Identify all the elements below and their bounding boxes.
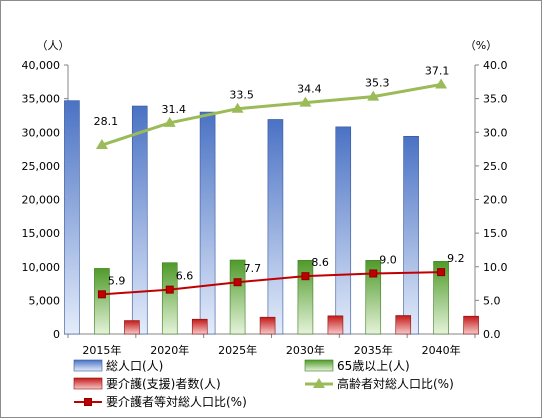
care-ratio-marker <box>97 290 106 299</box>
left-tick-label: 20,000 <box>22 194 61 207</box>
legend-label: 高齢者対総人口比(%) <box>337 376 454 391</box>
legend-label: 総人口(人) <box>106 359 163 373</box>
legend-label: 65歳以上(人) <box>337 359 410 373</box>
left-tick-label: 0 <box>53 328 60 341</box>
right-tick-label: 10.0 <box>483 261 508 274</box>
legend-marker-aged-ratio <box>313 378 325 388</box>
aged-ratio-marker <box>95 139 108 150</box>
left-tick-label: 25,000 <box>22 160 61 173</box>
x-tick-label: 2015年 <box>82 343 121 357</box>
left-tick-label: 15,000 <box>22 227 61 240</box>
left-tick-label: 40,000 <box>22 59 61 72</box>
care-ratio-marker <box>437 268 446 277</box>
aged-ratio-data-label: 28.1 <box>94 115 119 128</box>
bar-population <box>64 100 80 335</box>
bar-aged65 <box>297 260 314 335</box>
left-tick-label: 35,000 <box>22 93 61 106</box>
legend-swatch-care <box>73 377 103 390</box>
aged-ratio-marker <box>299 96 312 107</box>
right-tick-label: 25.0 <box>483 160 508 173</box>
bar-population <box>199 111 216 335</box>
care-ratio-marker <box>233 278 242 287</box>
right-tick-label: 40.0 <box>483 59 508 72</box>
care-ratio-marker <box>165 285 174 294</box>
x-tick-label: 2035年 <box>354 343 393 357</box>
care-ratio-marker <box>301 272 310 281</box>
right-axis-unit: （%） <box>465 39 497 52</box>
bar-care <box>327 315 344 335</box>
aged-ratio-data-label: 35.3 <box>365 77 390 90</box>
bar-care <box>191 318 208 335</box>
aged-ratio-marker <box>163 116 176 127</box>
care-ratio-data-label: 6.6 <box>176 270 194 283</box>
bar-population <box>267 119 284 335</box>
aged-ratio-line <box>101 83 442 147</box>
x-tick-label: 2030年 <box>286 343 325 357</box>
aged-ratio-marker <box>231 102 244 113</box>
legend-swatch-aged65 <box>304 359 334 372</box>
x-tick-label: 2040年 <box>422 343 461 357</box>
left-tick-label: 10,000 <box>22 261 61 274</box>
right-tick-label: 5.0 <box>483 294 501 307</box>
bar-care <box>463 315 479 335</box>
x-tick-label: 2020年 <box>150 343 189 357</box>
bar-aged65 <box>161 262 178 335</box>
care-ratio-data-label: 9.0 <box>379 253 397 266</box>
care-ratio-line <box>101 271 442 296</box>
care-ratio-data-label: 7.7 <box>244 262 261 275</box>
right-tick-label: 30.0 <box>483 126 508 139</box>
aged-ratio-marker <box>367 90 380 101</box>
x-tick-label: 2025年 <box>218 343 257 357</box>
left-axis-unit: （人） <box>37 39 70 52</box>
aged-ratio-data-label: 33.5 <box>229 89 254 102</box>
bar-care <box>259 316 276 335</box>
care-ratio-data-label: 9.2 <box>447 252 465 265</box>
bar-aged65 <box>365 260 382 335</box>
left-tick-label: 5,000 <box>29 294 61 307</box>
legend-swatch-population <box>73 359 103 372</box>
bar-care <box>124 320 140 335</box>
bar-population <box>131 105 148 335</box>
right-tick-label: 35.0 <box>483 93 508 106</box>
bar-aged65 <box>94 268 110 335</box>
legend-label: 要介護者等対総人口比(%) <box>106 394 247 409</box>
aged-ratio-data-label: 34.4 <box>297 83 322 96</box>
bar-population <box>335 126 352 335</box>
left-tick-label: 30,000 <box>22 126 61 139</box>
care-ratio-data-label: 5.9 <box>108 274 126 287</box>
legend-label: 要介護(支援)者数(人) <box>106 376 221 391</box>
right-tick-label: 0.0 <box>483 328 501 341</box>
bar-population <box>403 135 419 335</box>
legend-marker-care-ratio <box>84 398 92 406</box>
care-ratio-marker <box>369 269 378 278</box>
bar-aged65 <box>433 261 449 335</box>
aged-ratio-marker <box>435 78 448 89</box>
aged-ratio-data-label: 37.1 <box>425 65 450 78</box>
care-ratio-data-label: 8.6 <box>311 256 329 269</box>
right-tick-label: 20.0 <box>483 194 508 207</box>
bar-care <box>395 315 412 335</box>
right-tick-label: 15.0 <box>483 227 508 240</box>
aged-ratio-data-label: 31.4 <box>162 103 187 116</box>
